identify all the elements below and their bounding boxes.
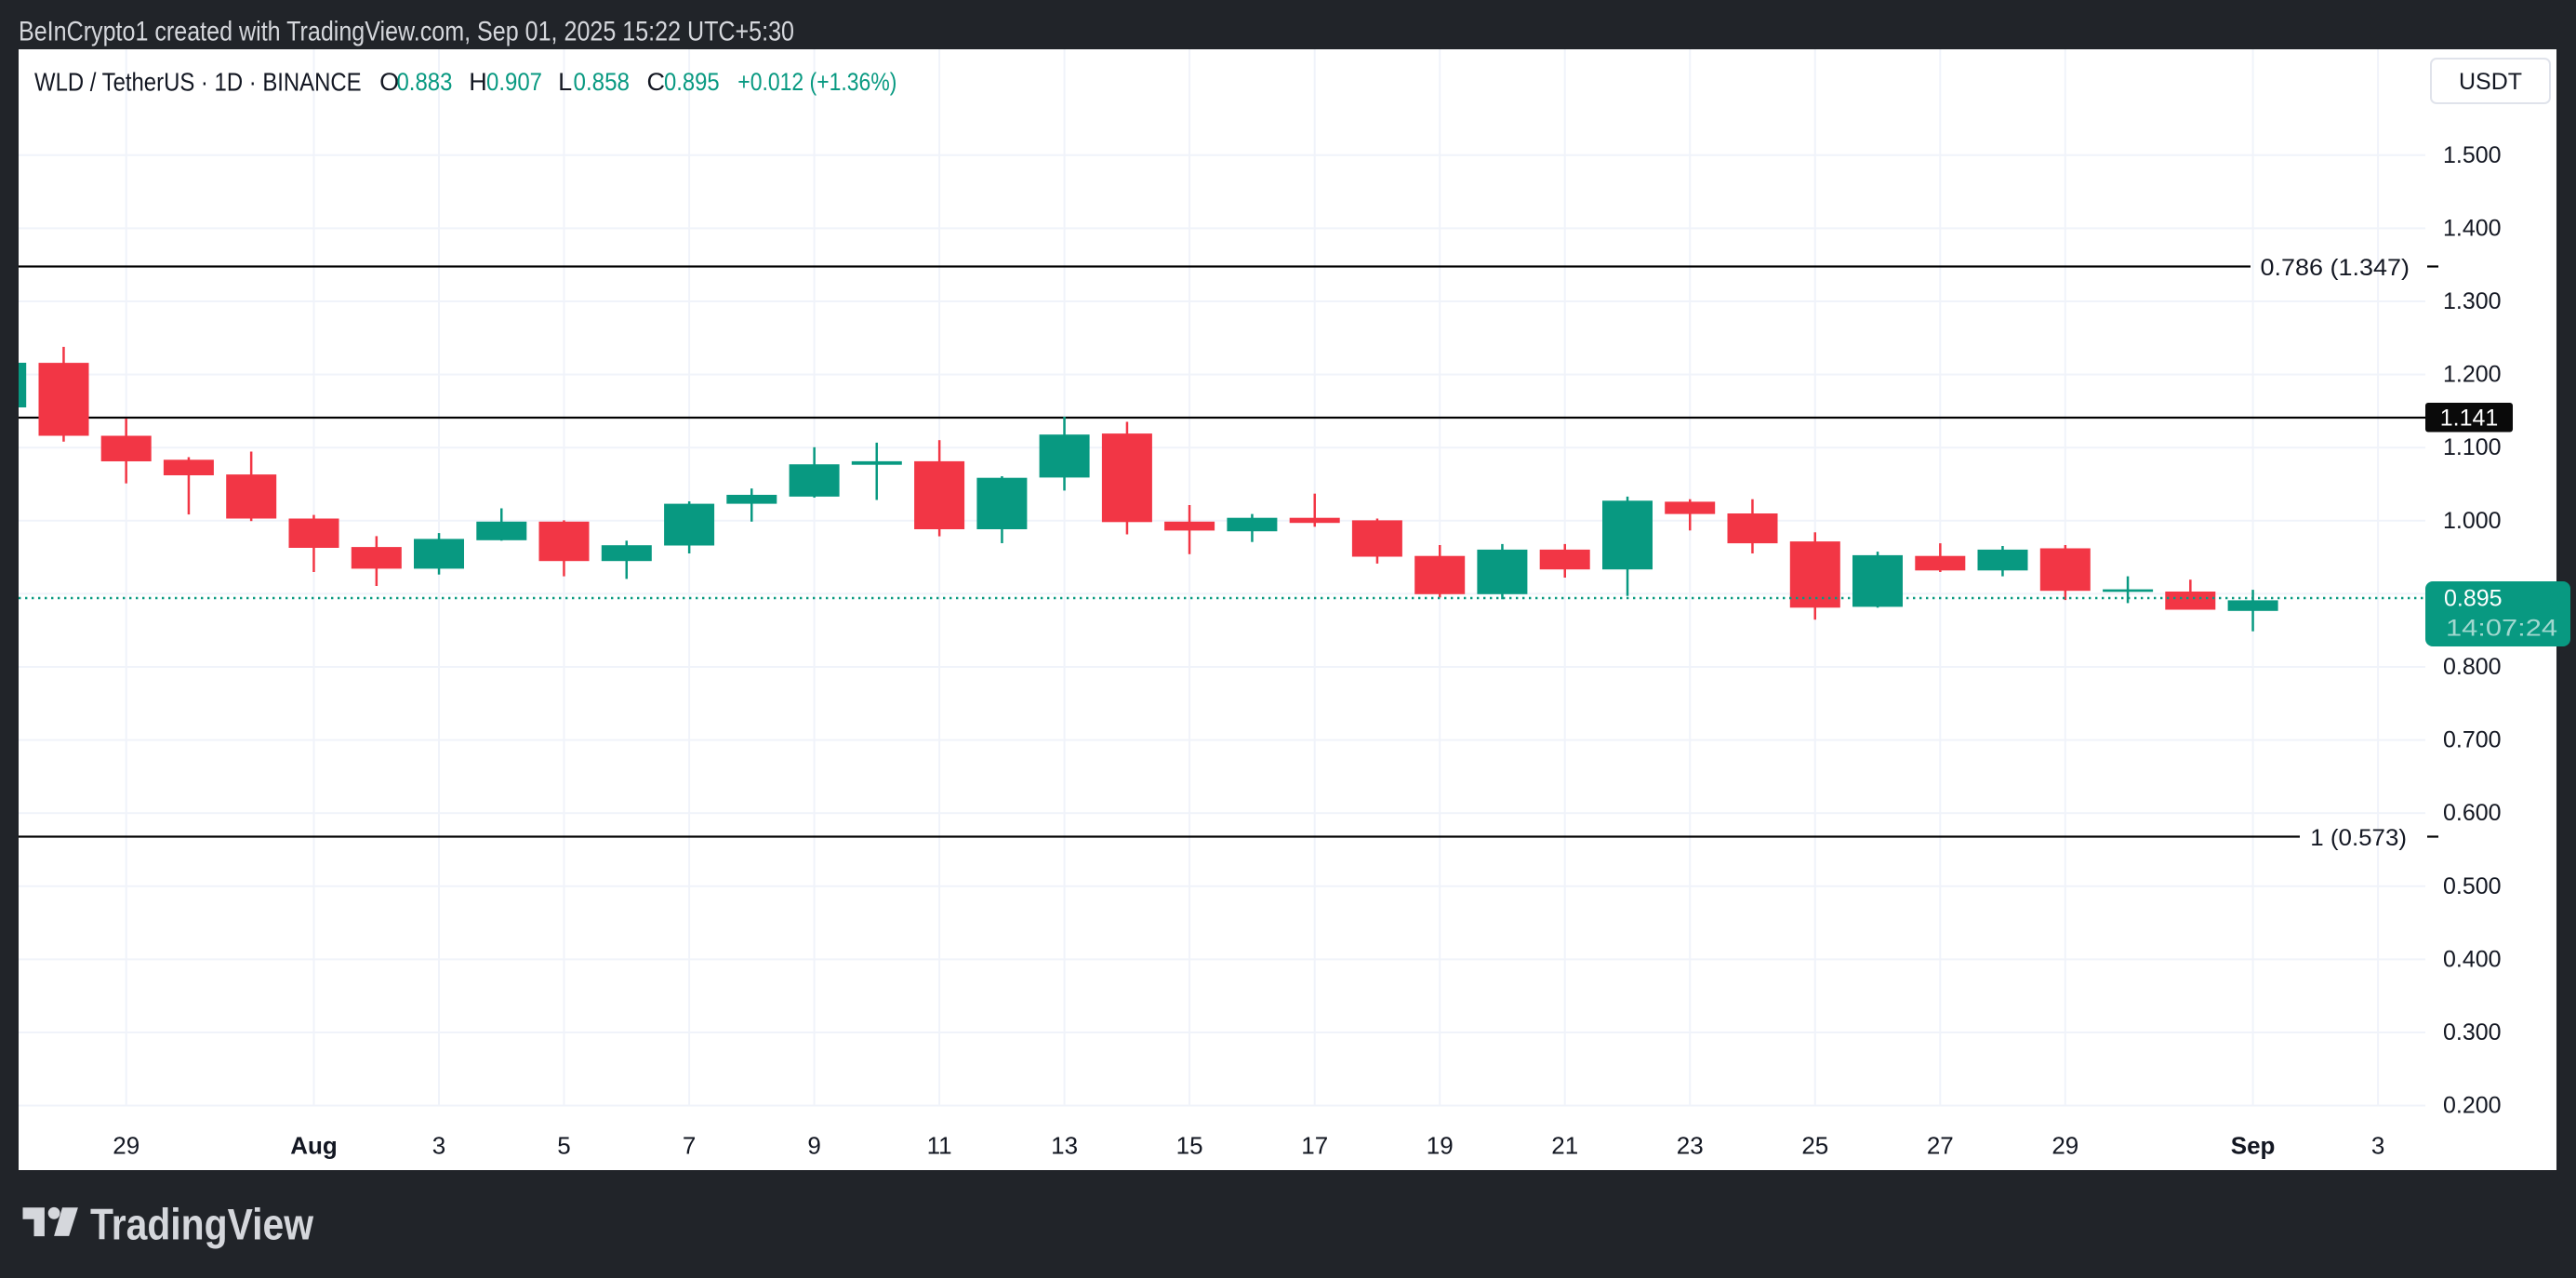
svg-text:0.500: 0.500 — [2443, 873, 2502, 899]
svg-text:3: 3 — [2371, 1132, 2384, 1160]
svg-text:7: 7 — [683, 1132, 696, 1160]
svg-text:Aug: Aug — [290, 1132, 338, 1160]
svg-text:0.883: 0.883 — [397, 68, 453, 96]
svg-text:TradingView: TradingView — [90, 1200, 313, 1249]
svg-text:1.100: 1.100 — [2443, 434, 2502, 460]
svg-text:14:07:24: 14:07:24 — [2446, 616, 2557, 642]
svg-text:USDT: USDT — [2459, 69, 2522, 95]
svg-text:29: 29 — [113, 1132, 139, 1160]
svg-text:0.600: 0.600 — [2443, 800, 2502, 826]
svg-text:O: O — [379, 68, 399, 96]
svg-text:WLD / TetherUS · 1D · BINANCE: WLD / TetherUS · 1D · BINANCE — [34, 68, 362, 97]
svg-text:H: H — [469, 68, 487, 96]
svg-text:0.200: 0.200 — [2443, 1093, 2502, 1119]
svg-text:1.000: 1.000 — [2443, 508, 2502, 534]
svg-text:25: 25 — [1801, 1132, 1828, 1160]
svg-text:11: 11 — [927, 1132, 952, 1160]
svg-text:1.141: 1.141 — [2440, 406, 2499, 432]
svg-text:1.200: 1.200 — [2443, 362, 2502, 388]
svg-text:15: 15 — [1176, 1132, 1203, 1160]
svg-text:1 (0.573): 1 (0.573) — [2310, 825, 2407, 851]
svg-text:9: 9 — [807, 1132, 820, 1160]
svg-text:0.786 (1.347): 0.786 (1.347) — [2261, 255, 2410, 281]
svg-text:3: 3 — [432, 1132, 445, 1160]
svg-text:BeInCrypto1 created with Tradi: BeInCrypto1 created with TradingView.com… — [19, 17, 794, 47]
svg-text:29: 29 — [2052, 1132, 2078, 1160]
svg-text:0.895: 0.895 — [2444, 586, 2503, 612]
svg-text:0.700: 0.700 — [2443, 727, 2502, 753]
svg-text:27: 27 — [1927, 1132, 1954, 1160]
svg-text:1.500: 1.500 — [2443, 142, 2502, 168]
svg-text:0.800: 0.800 — [2443, 654, 2502, 680]
svg-text:23: 23 — [1677, 1132, 1704, 1160]
svg-text:0.300: 0.300 — [2443, 1019, 2502, 1045]
svg-text:1.300: 1.300 — [2443, 288, 2502, 314]
svg-text:+0.012 (+1.36%): +0.012 (+1.36%) — [737, 68, 896, 96]
svg-text:21: 21 — [1551, 1132, 1578, 1160]
svg-text:0.858: 0.858 — [574, 68, 631, 96]
svg-text:0.400: 0.400 — [2443, 946, 2502, 972]
svg-text:0.895: 0.895 — [664, 68, 720, 96]
svg-text:C: C — [647, 68, 666, 96]
svg-text:5: 5 — [557, 1132, 570, 1160]
svg-text:Sep: Sep — [2231, 1132, 2276, 1160]
svg-text:19: 19 — [1427, 1132, 1454, 1160]
svg-text:13: 13 — [1051, 1132, 1078, 1160]
svg-text:17: 17 — [1301, 1132, 1328, 1160]
svg-text:L: L — [558, 68, 572, 96]
svg-text:0.907: 0.907 — [486, 68, 542, 96]
svg-text:1.400: 1.400 — [2443, 215, 2502, 241]
